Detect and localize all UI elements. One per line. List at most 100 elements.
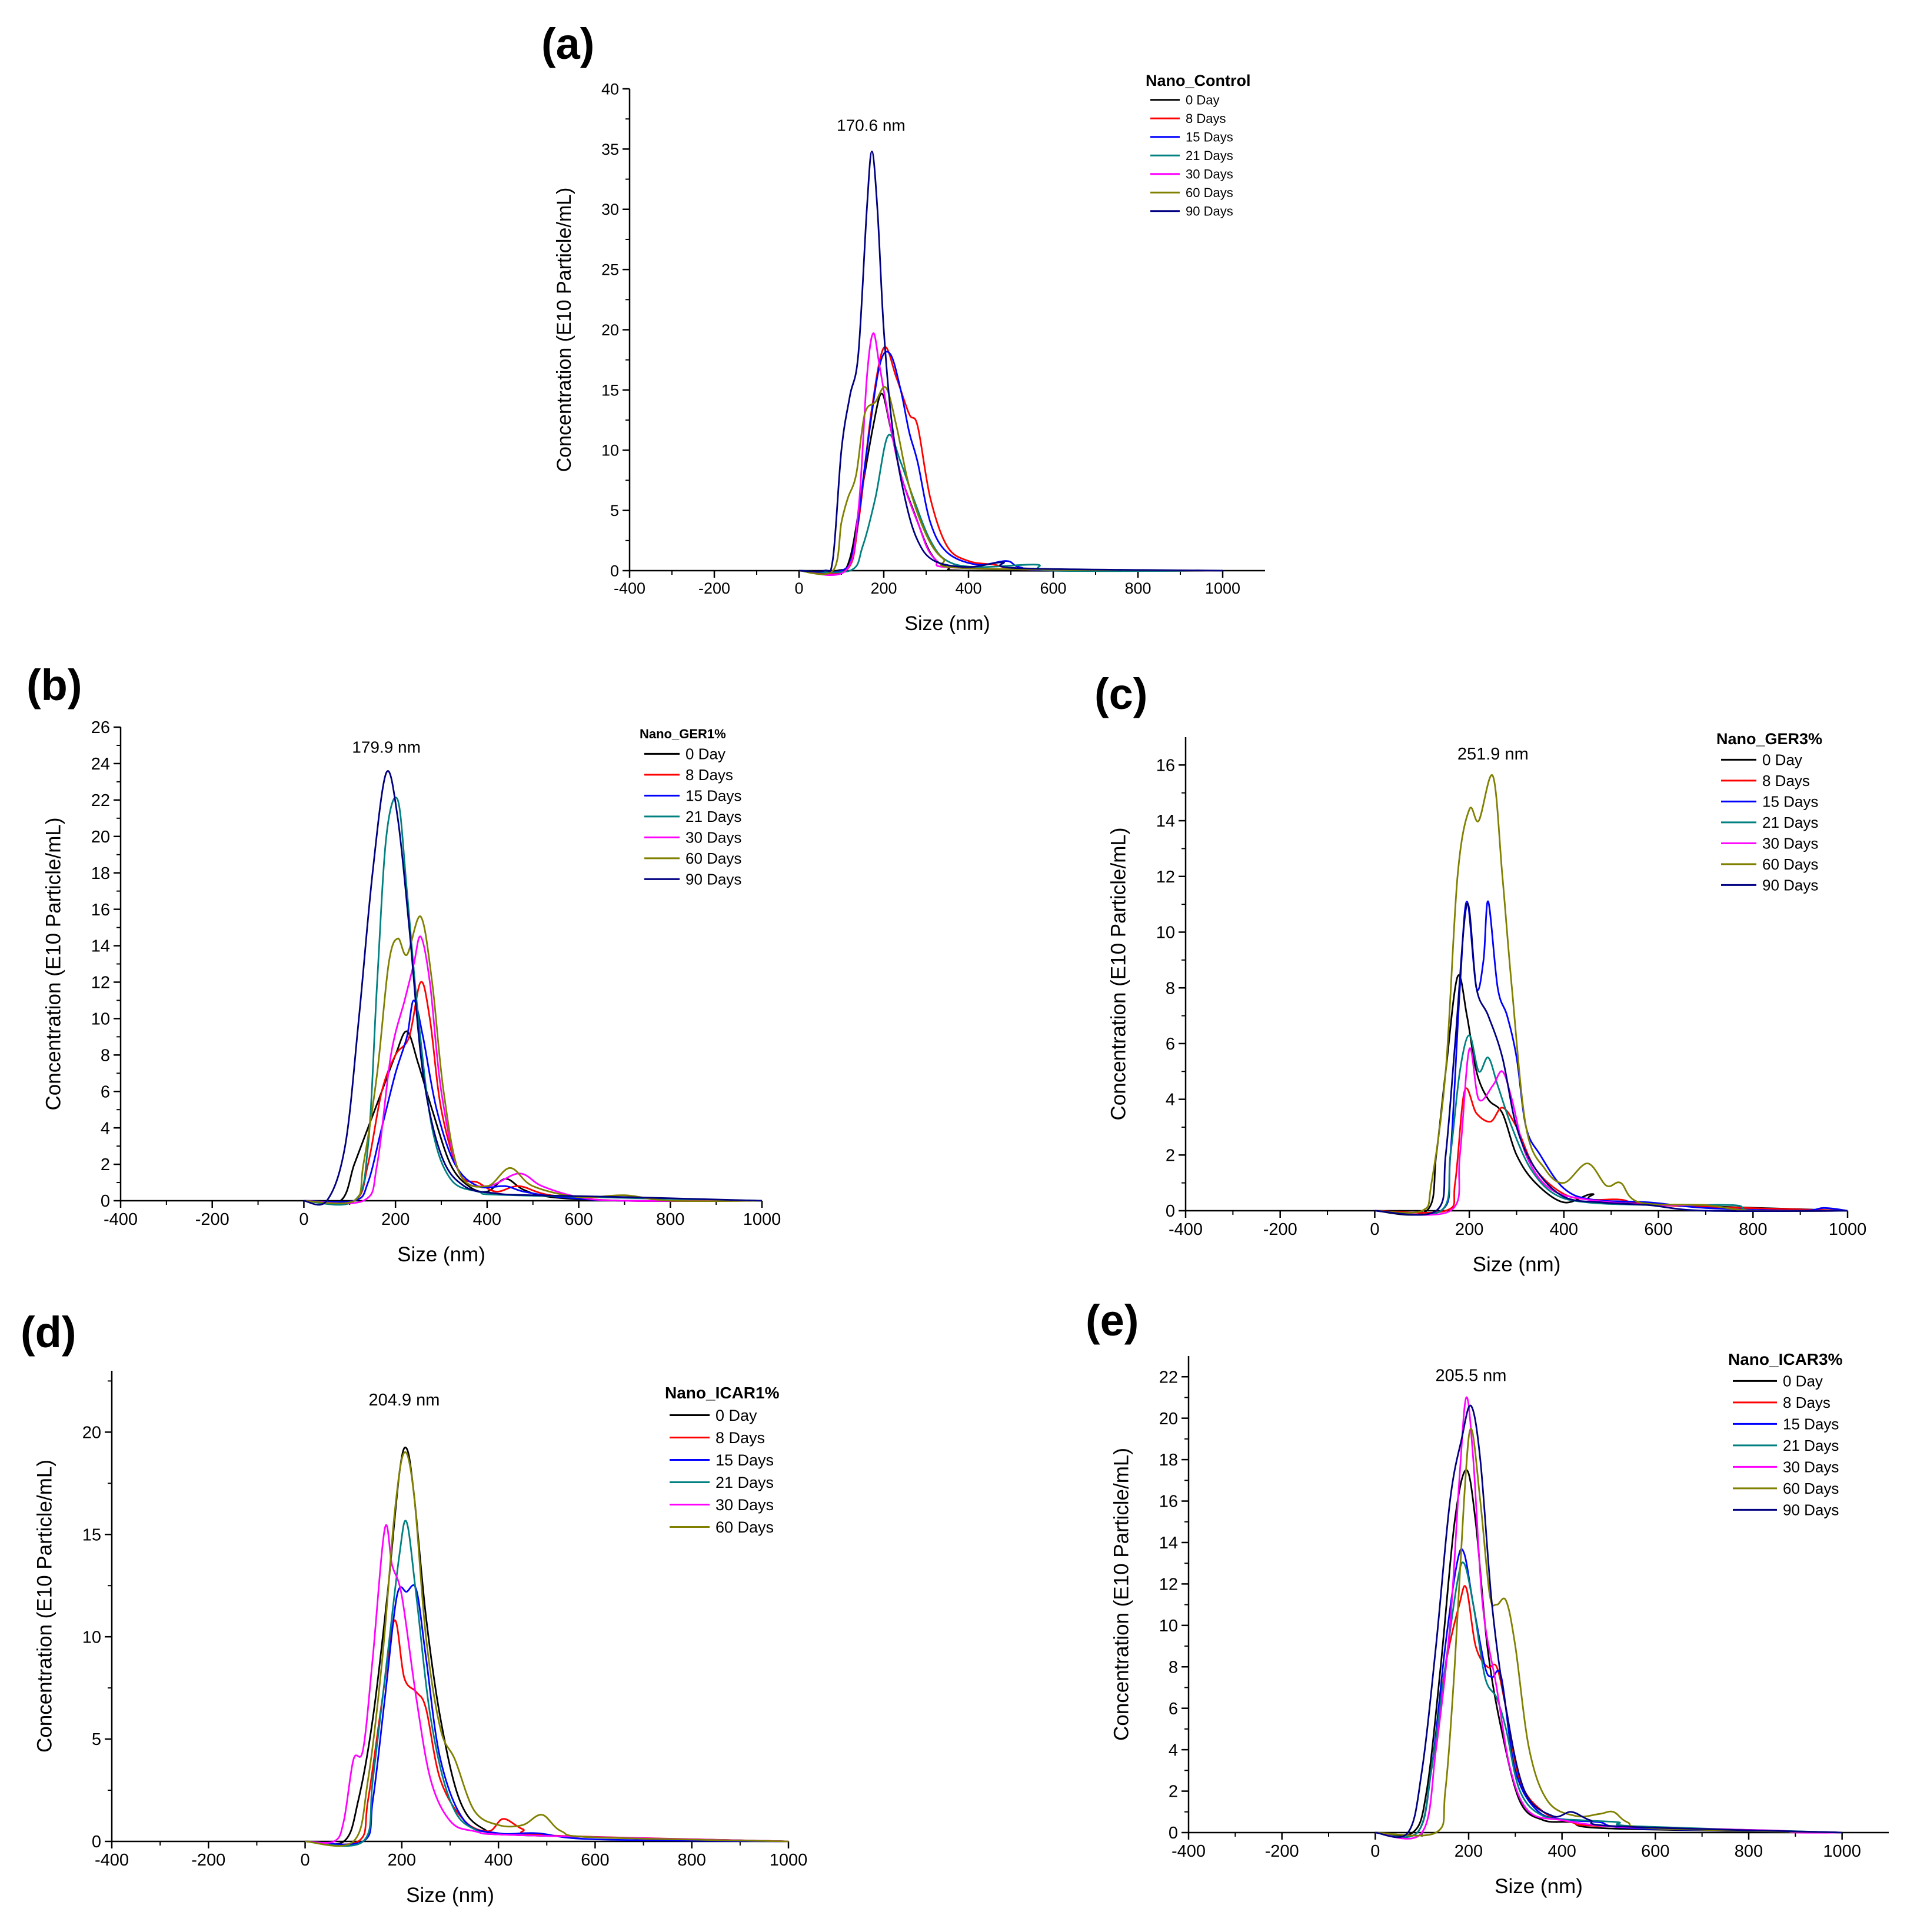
x-tick-label: 1000	[1205, 579, 1240, 597]
x-tick-label: 800	[1735, 1842, 1763, 1861]
legend-title: Nano_GER3%	[1716, 730, 1822, 748]
x-tick-label: 0	[794, 579, 803, 597]
legend-entry: 90 Days	[1762, 877, 1818, 894]
y-tick-label: 6	[1169, 1700, 1178, 1718]
series-line-15-days	[1374, 900, 1848, 1216]
series-line-60-days	[305, 1451, 789, 1847]
series-line-60-days	[1375, 1427, 1842, 1837]
chart-panel-b: (b)-400 -200 0 200 400 600 800 1000024681012141…	[26, 661, 781, 1266]
series-line-15-days	[304, 1000, 763, 1203]
legend: Nano_Control 0 Day 8 Days 15 Days 21 Days 30 …	[1146, 72, 1251, 219]
y-tick-label: 30	[601, 201, 619, 218]
y-tick-label: 18	[1159, 1451, 1178, 1470]
x-tick-label: 600	[1644, 1220, 1672, 1239]
y-tick-label: 0	[1169, 1824, 1178, 1843]
legend-entry: 0 Day	[715, 1407, 757, 1424]
x-tick-label: -400	[1172, 1842, 1206, 1861]
y-axis-label: Concentration (E10 Particle/mL)	[33, 1460, 56, 1753]
legend-entry: 90 Days	[1783, 1501, 1839, 1519]
legend-entry: 0 Day	[1186, 93, 1219, 108]
y-tick-label: 20	[91, 828, 110, 847]
series-line-90-days	[798, 151, 1223, 572]
legend-entry: 30 Days	[1762, 835, 1818, 852]
y-tick-label: 16	[91, 901, 110, 920]
y-axis-label: Concentration (E10 Particle/mL)	[1107, 827, 1130, 1120]
legend-entry: 90 Days	[1186, 204, 1233, 219]
legend-entry: 8 Days	[685, 766, 733, 784]
legend-entry: 21 Days	[1762, 814, 1818, 831]
chart-panel-c: (c) -400 -200 0 200 400 600 800 1000 0 2 4 6 8 10 12 14 1…	[1094, 669, 1866, 1276]
x-axis-label: Size (nm)	[904, 612, 990, 635]
legend-entry: 15 Days	[715, 1451, 774, 1469]
x-tick-label: 400	[473, 1210, 501, 1229]
x-tick-label: -200	[1265, 1842, 1299, 1861]
series-line-0-day	[304, 1030, 763, 1204]
y-tick-label: 16	[1156, 757, 1175, 775]
x-tick-label: 600	[581, 1851, 609, 1870]
peak-annotation: 204.9 nm	[369, 1391, 440, 1410]
y-tick-label: 0	[610, 562, 619, 579]
legend: Nano_GER1% 0 Day 8 Days 15 Days 21 Days 30 Da…	[640, 727, 741, 888]
y-tick-label: 8	[101, 1046, 110, 1065]
legend: Nano_ICAR1% 0 Day 8 Days 15 Days 21 Days 30 D…	[665, 1384, 780, 1536]
legend-entry: 0 Day	[1783, 1373, 1823, 1390]
y-tick-label: 12	[1159, 1575, 1178, 1594]
x-tick-label: -400	[104, 1210, 138, 1229]
series-line-15-days	[798, 351, 1223, 574]
y-tick-label: 10	[1159, 1617, 1178, 1635]
peak-annotation: 179.9 nm	[352, 738, 421, 756]
y-tick-label: 12	[91, 974, 110, 992]
x-tick-label: 0	[301, 1851, 310, 1870]
series-line-15-days	[305, 1584, 789, 1846]
x-tick-label: 600	[564, 1210, 593, 1229]
y-tick-label: 2	[1169, 1783, 1178, 1801]
series-line-21-days	[304, 796, 763, 1206]
y-tick-label: 0	[92, 1833, 101, 1851]
y-tick-label: 4	[1166, 1091, 1175, 1110]
series-line-8-days	[305, 1619, 789, 1846]
legend-entry: 21 Days	[1783, 1437, 1839, 1454]
x-tick-label: 0	[1370, 1220, 1379, 1239]
x-tick-label: 800	[1124, 579, 1151, 597]
y-tick-label: 2	[101, 1155, 110, 1174]
legend-title: Nano_Control	[1146, 72, 1251, 89]
x-tick-label: 200	[1455, 1842, 1483, 1861]
y-tick-label: 14	[1156, 812, 1175, 831]
y-tick-label: 10	[601, 442, 619, 459]
x-tick-label: 600	[1641, 1842, 1669, 1861]
x-tick-label: 200	[388, 1851, 416, 1870]
x-tick-label: 800	[678, 1851, 706, 1870]
series-line-60-days	[304, 915, 763, 1204]
legend-entry: 60 Days	[1186, 185, 1233, 200]
x-tick-label: 0	[299, 1210, 308, 1229]
y-tick-label: 8	[1169, 1658, 1178, 1677]
series-line-30-days	[798, 332, 1223, 576]
y-tick-label: 10	[91, 1010, 110, 1029]
y-tick-label: 14	[1159, 1534, 1178, 1553]
y-tick-label: 6	[101, 1082, 110, 1101]
y-axis-label: Concentration (E10 Particle/mL)	[42, 818, 65, 1111]
y-tick-label: 4	[1169, 1741, 1178, 1760]
x-tick-label: -200	[698, 579, 730, 597]
legend-entry: 60 Days	[1762, 855, 1818, 873]
x-tick-label: 400	[484, 1851, 512, 1870]
series-line-0-day	[1374, 974, 1848, 1216]
x-tick-label: -400	[1169, 1220, 1203, 1239]
panel-label: (b)	[26, 661, 82, 709]
legend-entry: 21 Days	[715, 1474, 774, 1491]
legend-title: Nano_ICAR3%	[1728, 1350, 1843, 1368]
legend-title: Nano_ICAR1%	[665, 1384, 780, 1402]
y-tick-label: 16	[1159, 1493, 1178, 1511]
x-tick-label: 600	[1040, 579, 1066, 597]
y-tick-label: 20	[601, 321, 619, 339]
legend-entry: 30 Days	[1186, 167, 1233, 182]
legend-entry: 30 Days	[685, 829, 741, 847]
y-axis-label: Concentration (E10 Particle/mL)	[1110, 1448, 1133, 1741]
series-line-15-days	[1375, 1548, 1842, 1838]
panel-label: (d)	[21, 1308, 76, 1357]
legend-entry: 15 Days	[1186, 130, 1233, 145]
x-tick-label: -400	[95, 1851, 129, 1870]
chart-panel-e: (e) -400 -200 0 200 400 600 800 1000 0 2 4 6 8 10 12 14 1…	[1086, 1296, 1889, 1898]
x-tick-label: 800	[656, 1210, 684, 1229]
series-line-90-days	[304, 770, 763, 1206]
